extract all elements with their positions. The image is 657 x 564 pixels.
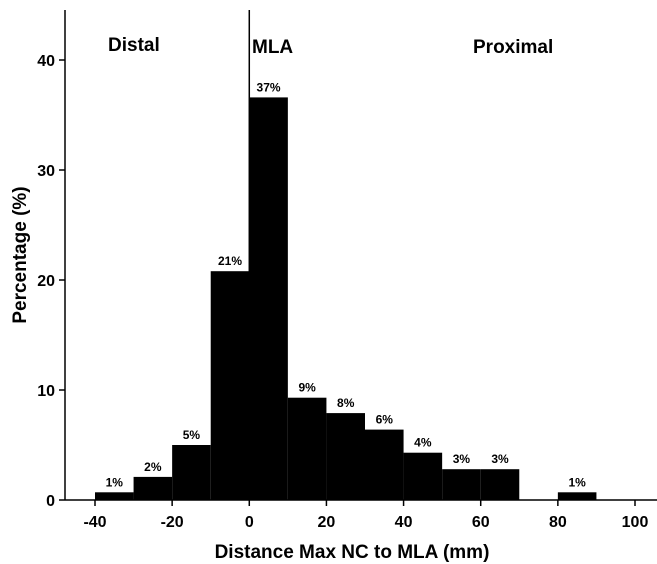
data-label-8: 4%: [414, 436, 432, 450]
bar-9: [442, 469, 481, 500]
y-ticks-group: 0 10 20 30 40: [37, 53, 65, 510]
x-tick-label-2: 0: [245, 514, 254, 531]
bar-8: [403, 452, 443, 500]
bar-1: [133, 476, 173, 500]
x-tick-label-5: 60: [472, 514, 490, 531]
bar-11: [557, 492, 597, 500]
bar-5: [287, 397, 327, 500]
x-tick-label-3: 20: [318, 514, 336, 531]
data-label-3: 21%: [218, 254, 242, 268]
x-ticks-group: -40 -20 0 20 40 60 80 100: [83, 500, 648, 531]
bar-6: [326, 413, 365, 500]
data-labels-group: 1% 2% 5% 21% 37% 9% 8% 6% 4% 3% 3% 1%: [106, 80, 587, 489]
bar-4: [249, 97, 288, 501]
data-label-10: 3%: [491, 452, 509, 466]
data-label-7: 6%: [376, 413, 394, 427]
data-label-4: 37%: [257, 80, 281, 94]
y-tick-label-0: 0: [46, 493, 55, 510]
data-label-11: 1%: [568, 475, 586, 489]
region-label-proximal: Proximal: [473, 37, 553, 58]
bar-10: [480, 469, 520, 500]
region-label-distal: Distal: [108, 35, 160, 56]
bar-2: [172, 445, 211, 500]
data-label-1: 2%: [144, 460, 162, 474]
bar-0: [95, 492, 134, 500]
x-tick-label-4: 40: [395, 514, 413, 531]
bar-3: [210, 271, 250, 500]
x-tick-label-1: -20: [161, 514, 184, 531]
data-label-0: 1%: [106, 475, 124, 489]
bar-7: [365, 429, 404, 500]
x-tick-label-7: 100: [622, 514, 649, 531]
y-tick-label-3: 30: [37, 163, 55, 180]
x-axis-title: Distance Max NC to MLA (mm): [215, 542, 490, 563]
data-label-9: 3%: [453, 452, 471, 466]
y-tick-label-4: 40: [37, 53, 55, 70]
region-label-mla: MLA: [252, 37, 293, 58]
bars-group: [95, 97, 597, 501]
y-tick-label-1: 10: [37, 383, 55, 400]
y-tick-label-2: 20: [37, 273, 55, 290]
x-tick-label-0: -40: [83, 514, 106, 531]
data-label-5: 9%: [298, 381, 316, 395]
data-label-2: 5%: [183, 428, 201, 442]
data-label-6: 8%: [337, 396, 355, 410]
y-axis-title: Percentage (%): [10, 186, 31, 323]
x-tick-label-6: 80: [549, 514, 567, 531]
